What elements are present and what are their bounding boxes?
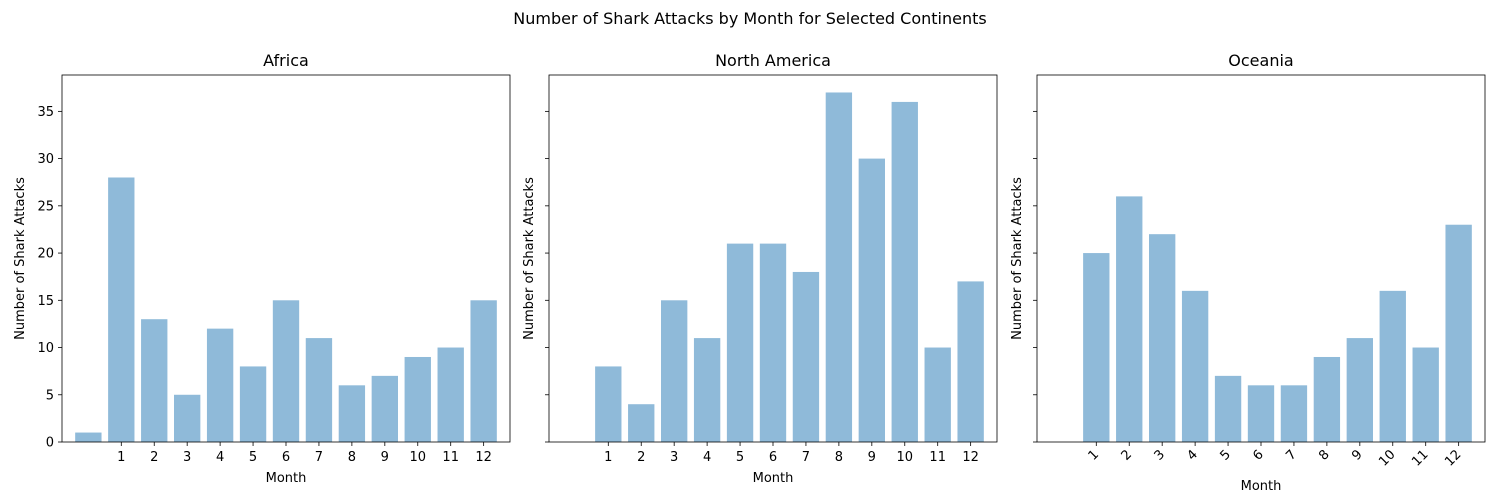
x-tick-label: 9 [868, 450, 876, 465]
y-axis-label: Number of Shark Attacks [1010, 177, 1025, 340]
bar-africa-11 [437, 347, 464, 442]
x-tick-label: 12 [475, 450, 492, 465]
bar-oceania-8 [1313, 356, 1341, 442]
bar-oceania-12 [1445, 224, 1472, 442]
bar-north-america-7 [792, 271, 820, 442]
y-tick-label: 20 [37, 247, 54, 262]
bar-oceania-7 [1280, 385, 1308, 442]
x-axis-label: Month [753, 471, 794, 486]
bar-africa-7 [305, 338, 333, 442]
bar-africa-5 [239, 366, 267, 442]
bar-oceania-6 [1247, 385, 1275, 442]
x-tick-label: 2 [637, 450, 645, 465]
bar-africa-10 [404, 356, 431, 442]
x-tick-label: 4 [1184, 447, 1200, 463]
x-tick-label: 2 [150, 450, 158, 465]
x-tick-label: 4 [703, 450, 711, 465]
bar-africa-3 [174, 394, 201, 442]
x-tick-label: 7 [1283, 447, 1299, 463]
bar-oceania-10 [1379, 290, 1406, 442]
bar-oceania-5 [1214, 375, 1242, 442]
x-tick-label: 8 [348, 450, 356, 465]
x-tick-label: 8 [1316, 447, 1332, 463]
bar-africa-8 [338, 385, 366, 442]
x-tick-label: 3 [1152, 447, 1168, 463]
x-tick-label: 11 [1409, 447, 1431, 469]
y-tick-label: 15 [37, 294, 54, 309]
x-tick-label: 10 [409, 450, 426, 465]
x-tick-label: 9 [1349, 447, 1365, 463]
y-tick-label: 5 [46, 388, 54, 403]
figure-title: Number of Shark Attacks by Month for Sel… [513, 9, 986, 28]
x-tick-label: 9 [381, 450, 389, 465]
x-tick-label: 4 [216, 450, 224, 465]
bar-north-america-9 [858, 158, 885, 443]
x-tick-label: 5 [1217, 447, 1233, 463]
bar-africa-0 [75, 432, 102, 442]
x-tick-label: 11 [442, 450, 459, 465]
bar-oceania-2 [1116, 196, 1143, 442]
panel-title: Oceania [1228, 51, 1293, 70]
x-tick-label: 7 [315, 450, 323, 465]
x-tick-label: 3 [183, 450, 191, 465]
x-tick-label: 12 [1442, 447, 1464, 469]
bar-oceania-11 [1412, 347, 1439, 442]
bar-north-america-8 [825, 92, 853, 442]
x-tick-label: 2 [1119, 447, 1135, 463]
bar-africa-2 [141, 319, 168, 442]
bar-africa-1 [108, 177, 135, 443]
x-tick-label: 6 [282, 450, 290, 465]
bar-oceania-9 [1346, 338, 1373, 442]
x-tick-label: 1 [604, 450, 612, 465]
panel-title: North America [715, 51, 831, 70]
x-tick-label: 3 [670, 450, 678, 465]
bar-north-america-5 [726, 243, 754, 442]
y-tick-label: 35 [37, 105, 54, 120]
x-tick-label: 6 [1250, 447, 1266, 463]
bar-africa-9 [371, 375, 398, 442]
x-tick-label: 7 [802, 450, 810, 465]
y-tick-label: 0 [46, 436, 54, 451]
y-tick-label: 10 [37, 341, 54, 356]
bar-africa-6 [272, 300, 300, 442]
x-tick-label: 6 [769, 450, 777, 465]
x-tick-label: 5 [736, 450, 744, 465]
y-tick-label: 25 [37, 199, 54, 214]
x-tick-label: 1 [1086, 447, 1102, 463]
y-tick-label: 30 [37, 152, 54, 167]
bar-oceania-1 [1083, 253, 1110, 442]
x-tick-label: 8 [835, 450, 843, 465]
x-tick-label: 12 [962, 450, 979, 465]
x-tick-label: 11 [929, 450, 946, 465]
x-axis-label: Month [266, 471, 307, 486]
bar-north-america-2 [628, 404, 655, 442]
bar-north-america-11 [924, 347, 951, 442]
panel-title: Africa [263, 51, 309, 70]
x-tick-label: 10 [896, 450, 913, 465]
y-axis-label: Number of Shark Attacks [522, 177, 537, 340]
x-tick-label: 1 [117, 450, 125, 465]
bar-north-america-6 [759, 243, 787, 442]
bar-oceania-3 [1149, 234, 1176, 442]
x-axis-label: Month [1241, 479, 1282, 494]
x-tick-label: 10 [1376, 447, 1398, 469]
x-tick-label: 5 [249, 450, 257, 465]
bar-africa-4 [206, 328, 234, 442]
bar-oceania-4 [1181, 290, 1209, 442]
bar-north-america-10 [891, 101, 918, 442]
bar-north-america-4 [693, 338, 721, 442]
bar-north-america-3 [661, 300, 688, 442]
bar-africa-12 [470, 300, 497, 442]
bar-north-america-1 [595, 366, 622, 442]
y-axis-label: Number of Shark Attacks [13, 177, 28, 340]
bar-north-america-12 [957, 281, 984, 442]
